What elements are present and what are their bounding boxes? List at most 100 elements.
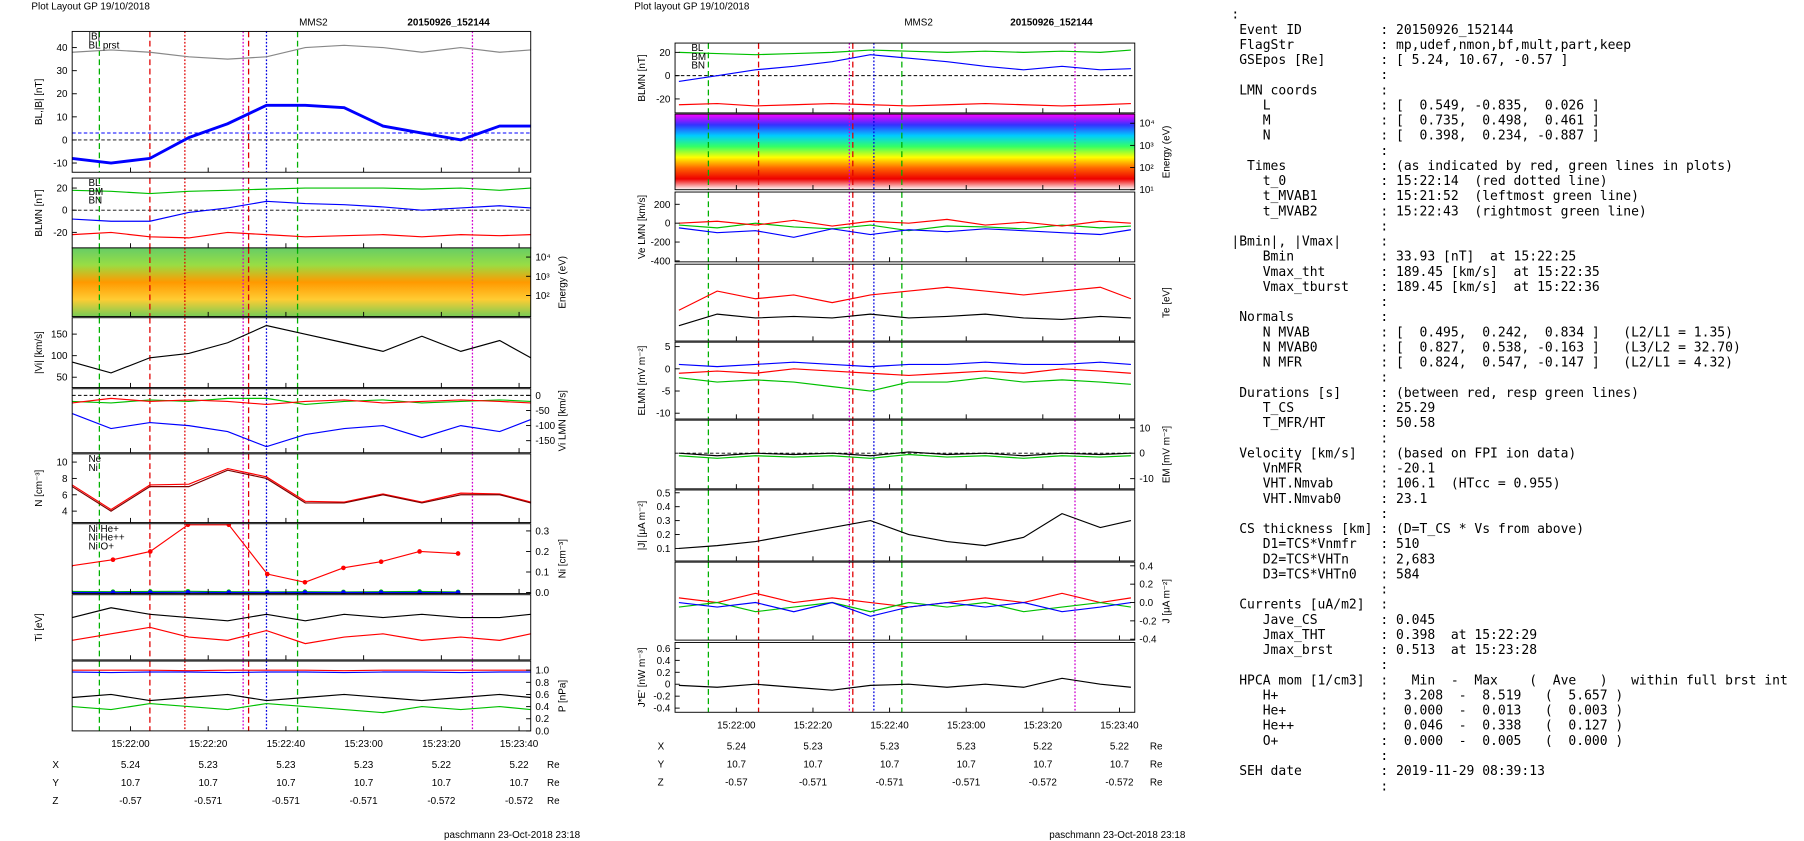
panel <box>72 388 531 453</box>
summary-value: : 2,683 <box>1380 552 1435 567</box>
position-value: 5.22 <box>432 760 451 771</box>
series-line <box>72 187 531 195</box>
panel <box>72 178 531 248</box>
y-axis-label: J [μA m⁻²] <box>1162 579 1173 624</box>
data-point <box>185 523 191 528</box>
position-value: 10.7 <box>1033 760 1052 771</box>
summary-value: : 20150926_152144 <box>1380 23 1513 38</box>
y-tick-label: 20 <box>57 184 68 195</box>
legend-entry: Ni <box>88 463 97 474</box>
panel-frame <box>674 113 1136 191</box>
x-tick-label: 15:23:40 <box>1100 721 1139 732</box>
y-tick-label: 10² <box>535 291 550 302</box>
summary-value: : 0.398 at 15:22:29 <box>1380 628 1537 643</box>
y-tick-label: 10 <box>1139 423 1150 434</box>
summary-value: : <box>1380 598 1388 613</box>
y-tick-label: 0.2 <box>657 530 671 541</box>
summary-value: : Min - Max ( Ave ) within full brst int <box>1380 673 1787 688</box>
data-point <box>417 590 422 594</box>
series-line <box>72 524 459 583</box>
panel-frame <box>71 523 532 595</box>
y-tick-label: 0.6 <box>535 690 549 701</box>
series-line <box>678 451 1131 457</box>
summary-key: SEH date <box>1231 764 1302 779</box>
y-axis-label: Energy (eV) <box>1162 126 1173 179</box>
summary-key: Times <box>1231 159 1286 174</box>
position-value: 10.7 <box>276 778 295 789</box>
summary-key: T_MFR/HT <box>1231 416 1325 431</box>
position-value: 5.24 <box>121 760 141 771</box>
panel-frame <box>674 263 1136 342</box>
panel <box>72 594 531 660</box>
y-tick-label: 100 <box>51 351 68 362</box>
data-point <box>455 551 461 556</box>
position-value: 5.22 <box>1110 742 1129 753</box>
data-point <box>185 590 191 594</box>
y-axis-label: BL,|B| [nT] <box>34 78 45 125</box>
summary-value: : 15:22:14 (red dotted line) <box>1380 174 1607 189</box>
y-tick-label: 0 <box>62 206 68 217</box>
y-tick-label: -0.2 <box>653 692 670 703</box>
series-line <box>678 368 1131 377</box>
position-value: -0.572 <box>1029 778 1057 789</box>
series-line <box>72 397 531 406</box>
summary-key: t_MVAB1 <box>1231 189 1317 204</box>
legend-entry: BN <box>88 196 102 207</box>
y-tick-label: 30 <box>57 66 68 77</box>
y-tick-label: 10 <box>57 112 68 123</box>
y-tick-label: 0.4 <box>1139 561 1153 572</box>
legend-entry: BL prst <box>88 40 119 51</box>
y-tick-label: 0.2 <box>657 668 671 679</box>
y-tick-label: 0 <box>535 391 541 402</box>
y-tick-label: 10³ <box>535 272 550 283</box>
panel-frame <box>674 561 1136 641</box>
y-axis-label: Ti [eV] <box>34 613 45 641</box>
y-tick-label: 20 <box>659 48 670 59</box>
panel-frame <box>71 317 532 389</box>
data-point <box>455 590 461 594</box>
summary-value: : <box>1380 235 1388 250</box>
panel-frame <box>674 419 1136 490</box>
footer: paschmann 23-Oct-2018 23:18 <box>444 830 581 841</box>
event-title: 20150926_152144 <box>407 18 490 29</box>
panel <box>72 523 474 594</box>
series-line <box>678 227 1132 238</box>
summary-key: L <box>1231 98 1270 113</box>
summary-key: D1=TCS*Vnmfr <box>1231 537 1357 552</box>
position-name: Y <box>658 760 665 771</box>
series-line <box>72 200 531 222</box>
summary-value: : 189.45 [km/s] at 15:22:35 <box>1380 265 1599 280</box>
y-tick-label: 10⁴ <box>535 253 550 264</box>
panel <box>678 264 1132 342</box>
panel-frame <box>674 191 1136 263</box>
position-value: -0.57 <box>119 796 142 807</box>
legend-entry: |B| <box>88 32 100 43</box>
data-point <box>417 549 422 554</box>
summary-key: D3=TCS*VHTn0 <box>1231 567 1356 582</box>
y-tick-label: 1.0 <box>535 666 549 677</box>
y-tick-label: -0.4 <box>1139 635 1157 646</box>
series-line <box>72 469 531 512</box>
position-value: 5.22 <box>1033 742 1052 753</box>
position-value: -0.571 <box>194 796 223 807</box>
panel <box>675 43 1135 113</box>
position-value: 5.23 <box>354 760 374 771</box>
legend-entry: BM <box>691 52 706 63</box>
summary-key: N <box>1231 129 1270 144</box>
summary-value: : 23.1 <box>1380 492 1427 507</box>
position-value: 5.22 <box>509 760 528 771</box>
summary-value: : 106.1 (HTcc = 0.955) <box>1380 477 1560 492</box>
summary-key: N MVAB <box>1231 325 1310 340</box>
legend-entry: Ni He++ <box>88 533 124 544</box>
y-tick-label: 10³ <box>1139 141 1154 152</box>
position-value: 10.7 <box>199 778 218 789</box>
data-point <box>110 557 116 563</box>
summary-key: VnMFR <box>1231 462 1302 477</box>
summary-value: : (between red, resp green lines) <box>1380 386 1639 401</box>
position-unit: Re <box>1150 742 1163 753</box>
data-point <box>147 549 153 554</box>
footer: paschmann 23-Oct-2018 23:18 <box>1049 830 1186 841</box>
y-tick-label: -200 <box>651 238 671 249</box>
panel <box>675 420 1135 489</box>
